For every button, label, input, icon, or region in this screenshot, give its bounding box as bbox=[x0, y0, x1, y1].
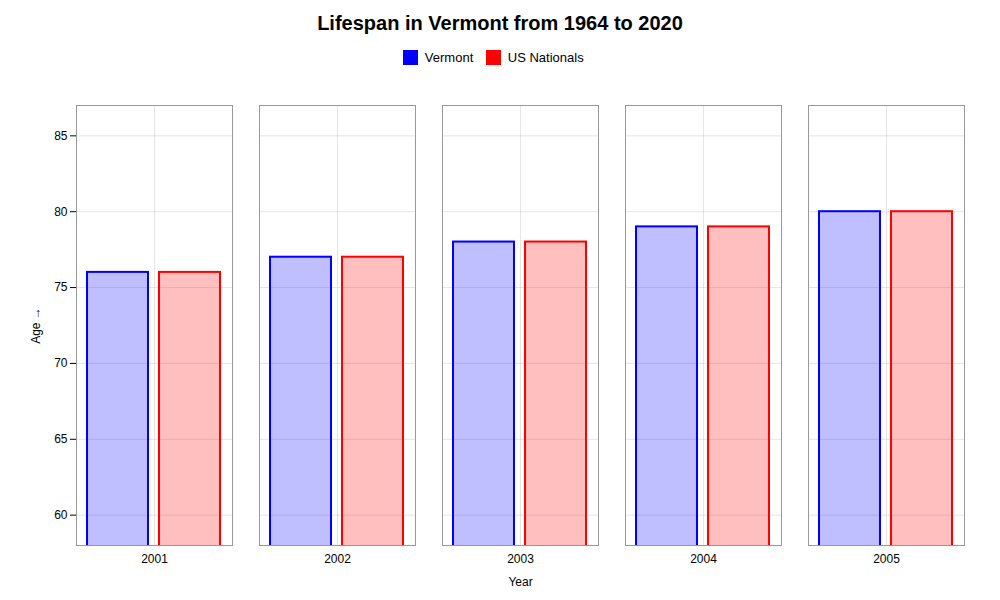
svg-text:60: 60 bbox=[54, 507, 68, 521]
html-text:Vermont: Vermont bbox=[424, 50, 474, 65]
html-text:US Nationals: US Nationals bbox=[507, 50, 584, 65]
html-text:Lifespan in Vermont from 1964: Lifespan in Vermont from 1964 to 2020 bbox=[317, 12, 683, 34]
svg-text:80: 80 bbox=[54, 204, 68, 218]
svg-text:70: 70 bbox=[54, 356, 68, 370]
svg-text:2001: 2001 bbox=[141, 552, 168, 566]
svg-text:65: 65 bbox=[54, 432, 68, 446]
svg-text:2003: 2003 bbox=[507, 552, 534, 566]
svg-text:75: 75 bbox=[54, 280, 68, 294]
svg-text:2002: 2002 bbox=[324, 552, 351, 566]
svg-text:Age →: Age → bbox=[29, 307, 43, 344]
svg-text:2005: 2005 bbox=[873, 552, 900, 566]
svg-text:Year: Year bbox=[508, 574, 532, 588]
svg-text:2004: 2004 bbox=[690, 552, 717, 566]
svg-text:85: 85 bbox=[54, 128, 68, 142]
